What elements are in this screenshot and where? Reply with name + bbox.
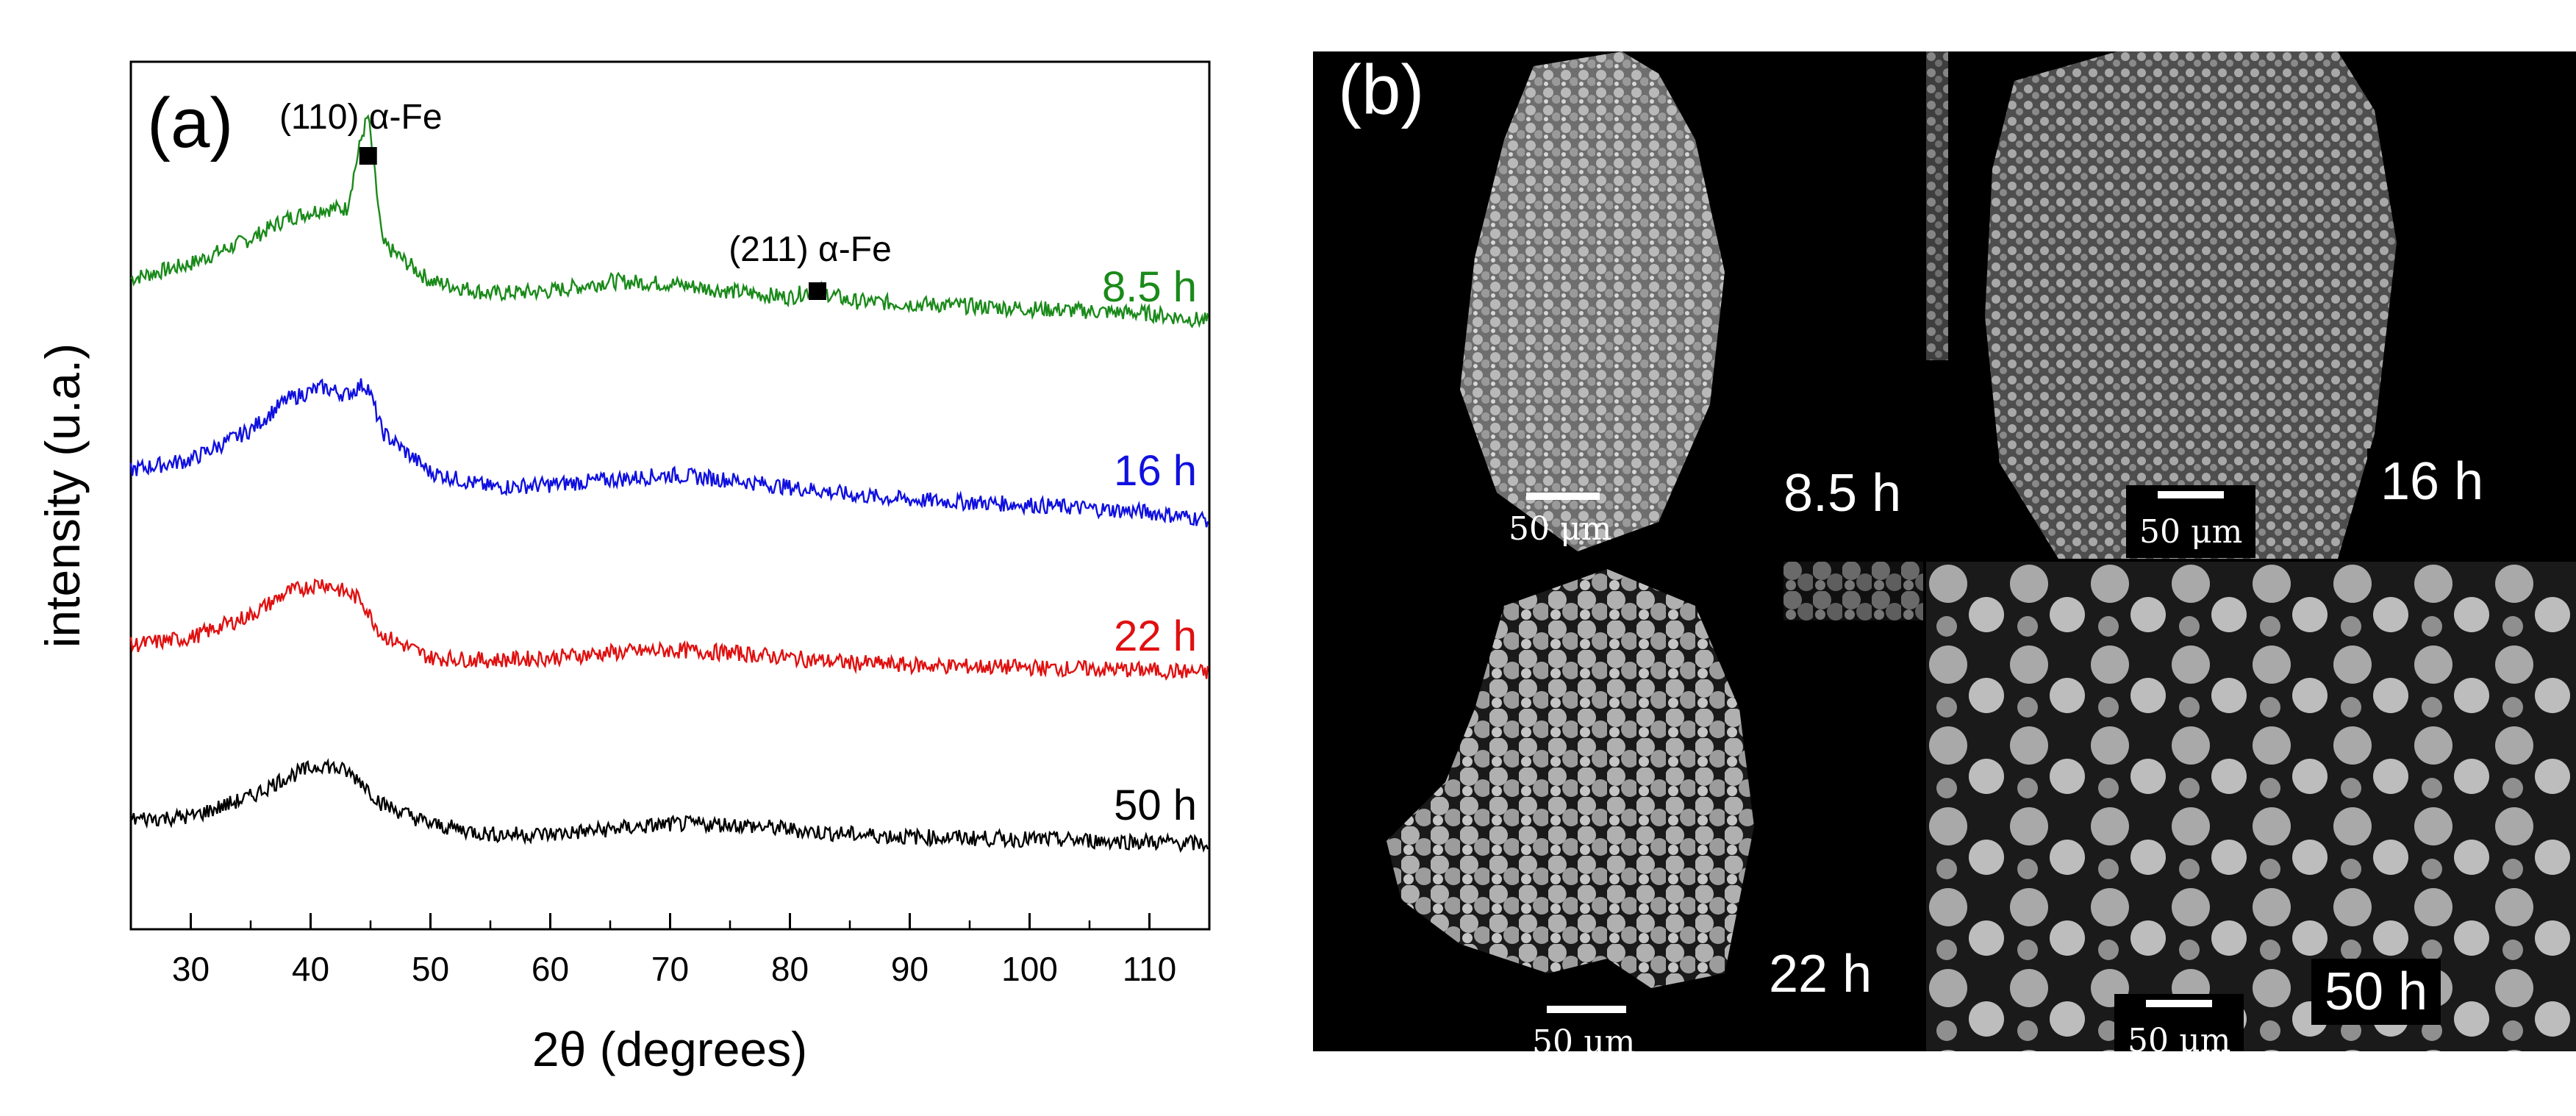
time-label: 8.5 h bbox=[1783, 464, 1902, 523]
x-tick-label: 40 bbox=[292, 950, 329, 988]
panel-b-label: (b) bbox=[1338, 51, 1425, 129]
sem-particles-16h bbox=[1926, 51, 2397, 559]
x-tick-label: 30 bbox=[172, 950, 210, 988]
x-tick-label: 100 bbox=[1001, 950, 1058, 988]
x-axis-label: 2θ (degrees) bbox=[532, 1022, 807, 1076]
series-label: 22 h bbox=[1114, 612, 1197, 660]
series-label: 50 h bbox=[1114, 781, 1197, 829]
x-tick-label: 110 bbox=[1123, 950, 1176, 988]
sem-particles-50h bbox=[1926, 562, 2576, 1051]
peak-label: (110) α-Fe bbox=[279, 98, 443, 137]
sem-image-16h: 16 h 50 μm bbox=[1926, 51, 2576, 559]
peak-annotations: (110) α-Fe (211) α-Fe bbox=[279, 98, 892, 300]
sem-image-50h: 50 h 50 μm bbox=[1926, 562, 2576, 1051]
series-line-50-h bbox=[130, 757, 1209, 854]
panel-a-label: (a) bbox=[147, 84, 233, 162]
peak-label: (211) α-Fe bbox=[729, 230, 892, 269]
scale-bar: 50 μm bbox=[2126, 485, 2256, 558]
time-label: 50 h bbox=[2311, 959, 2441, 1025]
series-label: 8.5 h bbox=[1102, 263, 1197, 311]
sem-image-22h: 22 h 50 μm bbox=[1313, 562, 1923, 1051]
sem-particles-8-5h bbox=[1460, 51, 1725, 551]
time-label: 22 h bbox=[1769, 945, 1872, 1004]
sem-panel: 8.5 h 50 μm 16 h bbox=[1313, 51, 2576, 1051]
x-tick-label: 80 bbox=[771, 950, 809, 988]
series-line-16-h bbox=[129, 378, 1209, 528]
sem-particles-22h bbox=[1387, 562, 1923, 988]
x-tick-label: 90 bbox=[891, 950, 929, 988]
series-line-22-h bbox=[129, 578, 1209, 681]
peak-marker bbox=[359, 147, 377, 165]
x-tick-label: 60 bbox=[532, 950, 569, 988]
y-axis-label: intensity (u.a.) bbox=[35, 343, 90, 648]
x-tick-label: 50 bbox=[412, 950, 449, 988]
plot-frame bbox=[129, 60, 1211, 931]
series-line-8-5-h bbox=[130, 114, 1209, 329]
time-label: 16 h bbox=[2367, 448, 2497, 515]
xrd-traces: 8.5 h 16 h 22 h 50 h bbox=[129, 114, 1209, 854]
xrd-chart: 8.5 h 16 h 22 h 50 h 30 40 50 60 70 80 90 100 110 (… bbox=[35, 60, 1211, 1076]
series-label: 16 h bbox=[1114, 447, 1197, 495]
scale-bar: 50 μm bbox=[2114, 994, 2244, 1051]
peak-marker bbox=[808, 282, 826, 300]
x-tick-label: 70 bbox=[651, 950, 689, 988]
x-axis-ticks: 30 40 50 60 70 80 90 100 110 bbox=[129, 913, 1211, 988]
sem-image-8-5h: 8.5 h 50 μm bbox=[1313, 51, 1923, 559]
